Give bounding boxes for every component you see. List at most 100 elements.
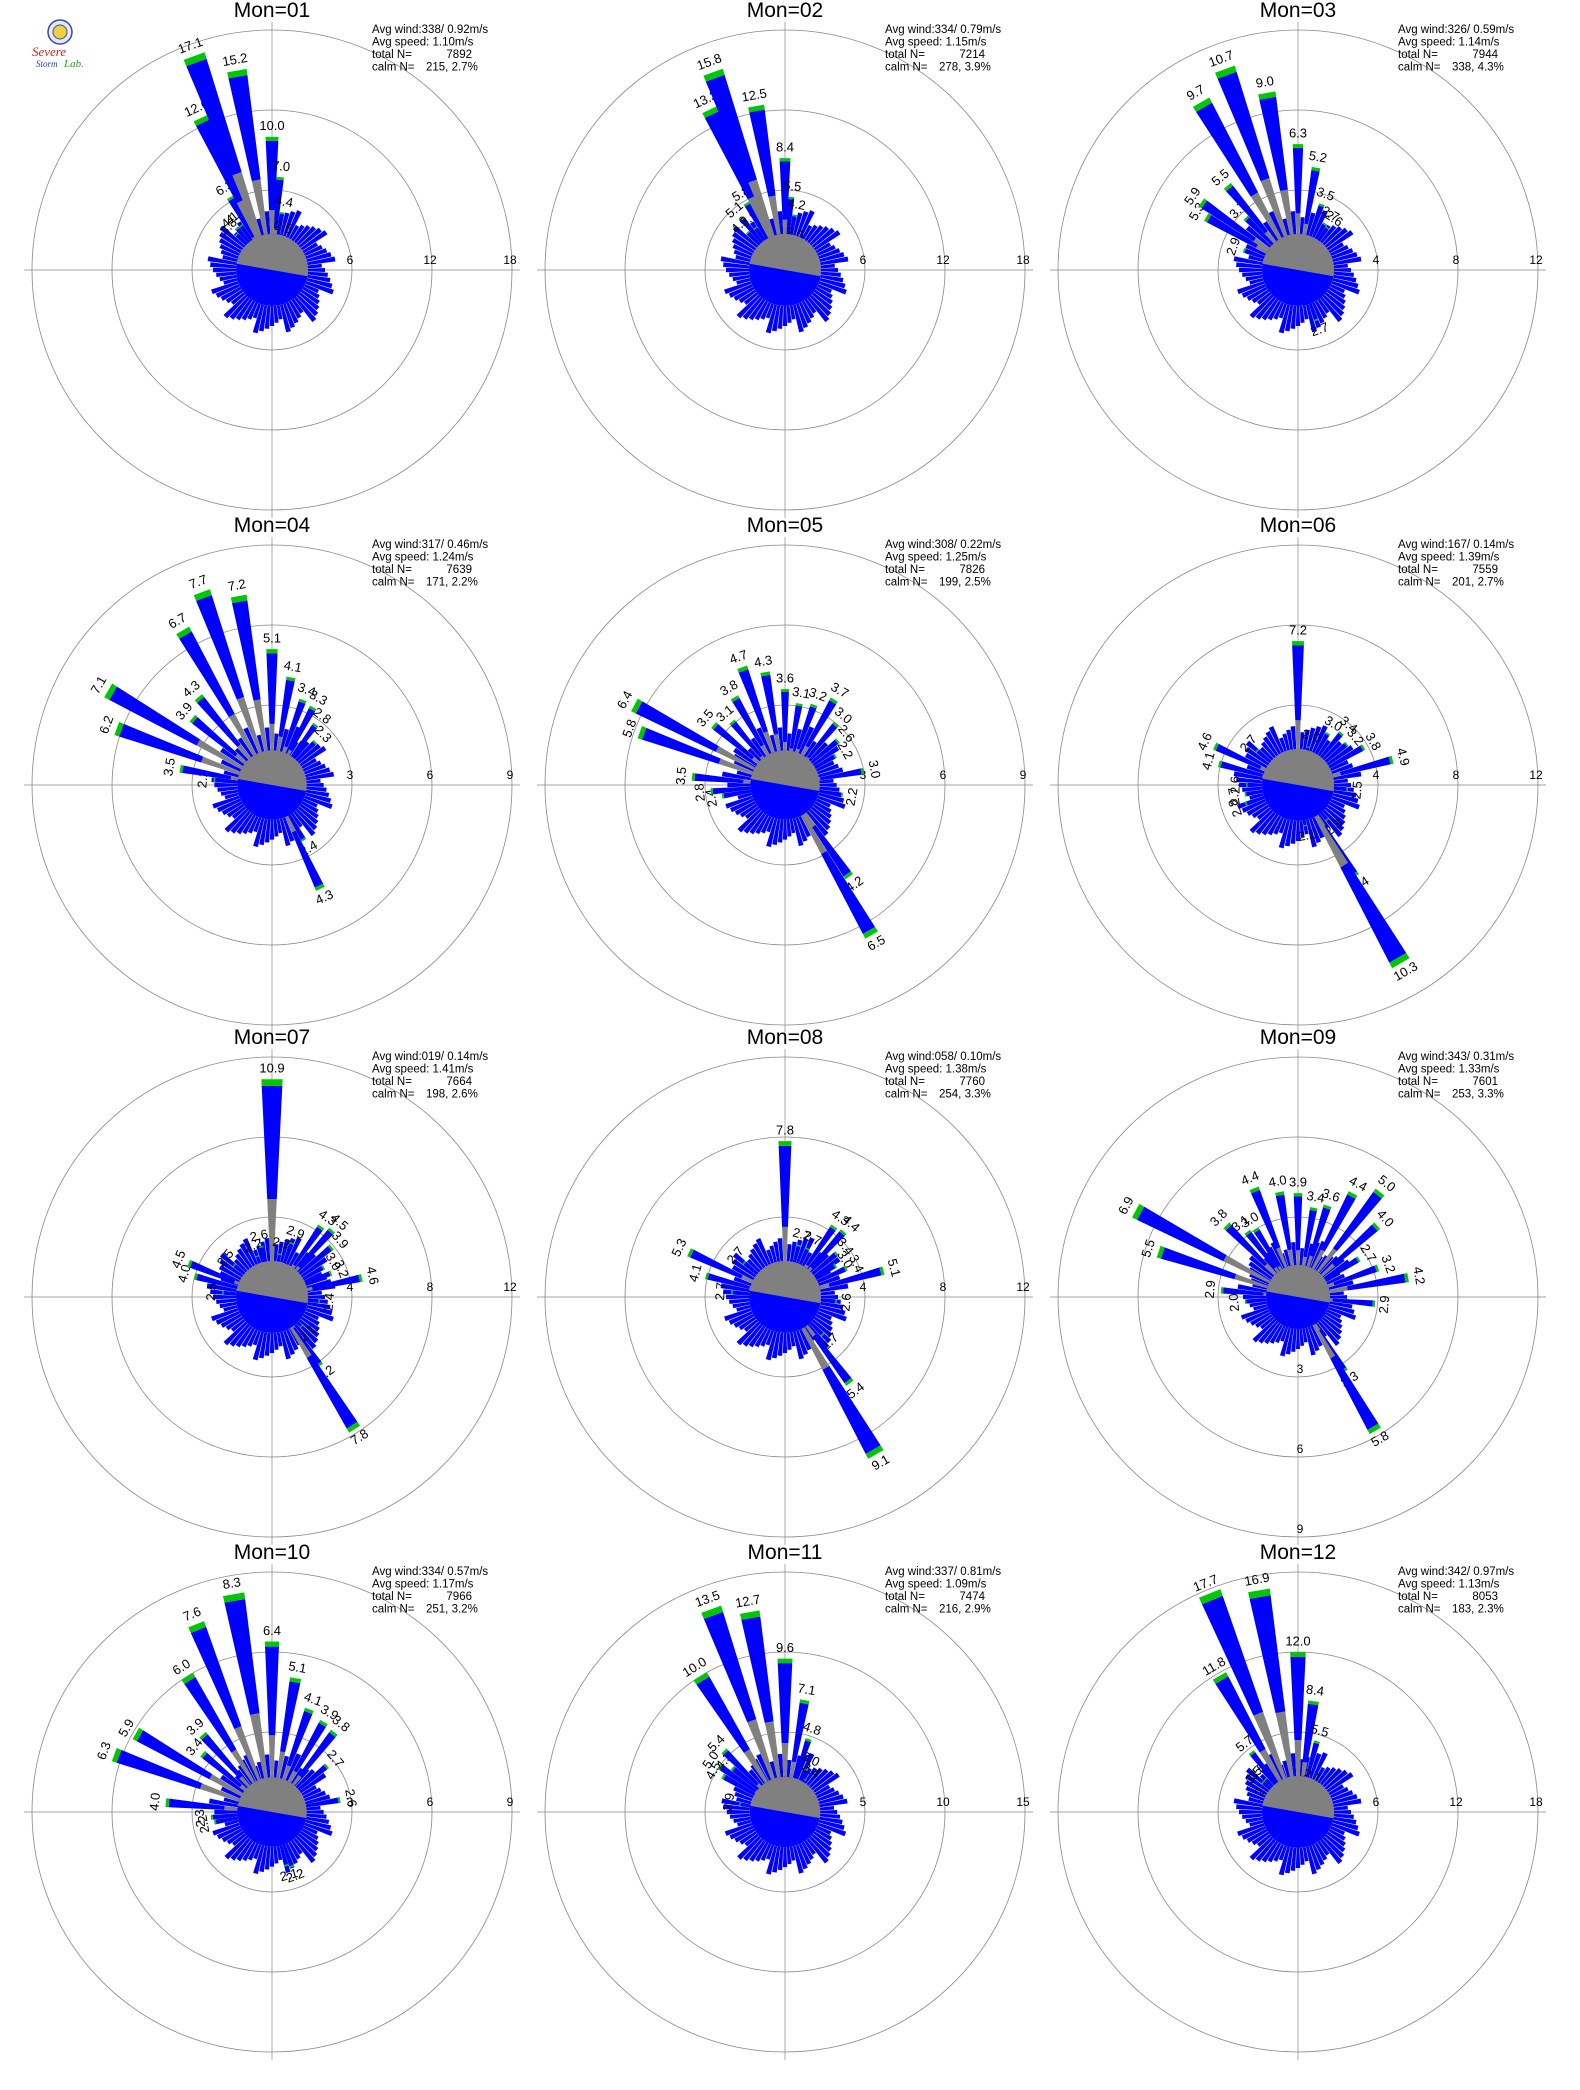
minor-petal [224,1835,249,1860]
petal-segment [298,1245,332,1276]
petal-segment [1319,732,1343,759]
petal-segment [291,1264,296,1269]
petal-segment [764,1721,781,1778]
minor-petal [782,305,788,326]
minor-petal [771,1332,781,1359]
minor-petal [786,1759,792,1778]
minor-petal [727,782,751,788]
petal-segment [1192,97,1212,112]
stat-total-label: total N= [1398,1076,1438,1088]
minor-petal [1233,256,1263,266]
petal-segment [269,210,275,235]
minor-petal [818,792,845,803]
petal-segment [805,700,837,748]
calm-sector [750,750,820,792]
petal-segment [1276,1247,1288,1268]
windrose-panel-7: 4 8 122.54.04.5 2.52.22.610.92.22.94.34.53.… [24,1026,520,1545]
minor-petal [813,1257,841,1278]
minor-petal [1267,815,1282,836]
stat-calm-value: 253, 3.3% [1452,1089,1504,1101]
minor-petal [214,782,238,788]
petal-segment [1309,1207,1318,1212]
minor-petal [207,256,237,266]
minor-petal [732,243,753,257]
minor-petal [819,1816,843,1825]
minor-petal [1305,304,1317,333]
petal-segment [820,768,862,781]
petal-segment [834,738,840,744]
minor-petal [1282,1760,1291,1778]
minor-petal [754,1327,769,1348]
minor-petal [1332,1793,1358,1805]
petal-label: 3.5 [1315,184,1337,204]
petal-segment [1314,223,1327,240]
minor-petal [223,770,239,778]
petal-label: 7.2 [227,576,247,594]
petal-label: 7.0 [271,158,290,175]
minor-petal [1256,807,1272,820]
stat-total-value: 7639 [446,564,472,576]
minor-petal [760,302,772,320]
minor-petal [279,1331,291,1360]
minor-petal [723,1804,751,1811]
petal-segment [778,1145,792,1227]
minor-petal [210,262,237,269]
petal-label: 4.9 [1394,746,1413,767]
petal-segment [1246,1231,1277,1269]
minor-petal [1242,271,1263,278]
minor-petal [807,296,830,323]
petal-segment [296,1321,302,1327]
petal-segment [215,777,238,784]
minor-petal [1326,1772,1354,1793]
stat-calm-label: calm N= [1398,62,1441,74]
minor-petal [813,1831,833,1846]
minor-petal [733,286,755,301]
minor-petal [771,305,781,332]
petal-label: 3.5 [673,766,690,785]
petal-segment [181,1672,196,1684]
petal-segment [304,1271,331,1285]
minor-petal [1314,1842,1328,1861]
minor-petal [815,798,831,808]
petal-segment [778,1141,792,1146]
petal-segment [745,230,750,235]
minor-petal [723,262,750,269]
petal-segment [1206,214,1258,248]
minor-petal [1331,1790,1354,1801]
petal-segment [1263,1292,1267,1296]
minor-petal [765,303,774,319]
stat-avg-speed: Avg speed: 1.15m/s [885,37,987,49]
petal-segment [1246,782,1248,788]
minor-petal [1245,225,1272,248]
minor-petal [273,1244,279,1262]
minor-petal [750,737,767,758]
petal-segment [1324,731,1331,736]
minor-petal [1242,786,1263,793]
minor-petal [820,267,838,273]
petal-segment [1244,1229,1252,1236]
petal-segment [298,698,307,704]
petal-segment [723,1774,756,1796]
petal-label: 5.8 [619,717,639,739]
petal-segment [265,140,279,211]
petal-segment [312,739,318,745]
minor-petal [1278,304,1291,334]
petal-segment [292,1774,302,1786]
minor-petal [798,815,811,838]
stat-total-label: total N= [372,564,412,576]
minor-petal [777,1238,784,1262]
petal-label: 2.5 [1348,780,1365,799]
minor-petal [306,778,321,784]
petal-segment [1332,1224,1378,1267]
panel-title: Mon=04 [234,514,311,537]
petal-segment [183,52,207,67]
minor-petal [792,1845,804,1874]
minor-petal [264,727,271,751]
stat-total-value: 7892 [446,49,472,61]
petal-segment [1248,1750,1256,1756]
petal-label: 15.8 [695,50,724,73]
stat-calm-label: calm N= [372,1604,415,1616]
minor-petal [233,1258,248,1273]
petal-segment [806,756,810,760]
minor-petal [818,248,841,259]
